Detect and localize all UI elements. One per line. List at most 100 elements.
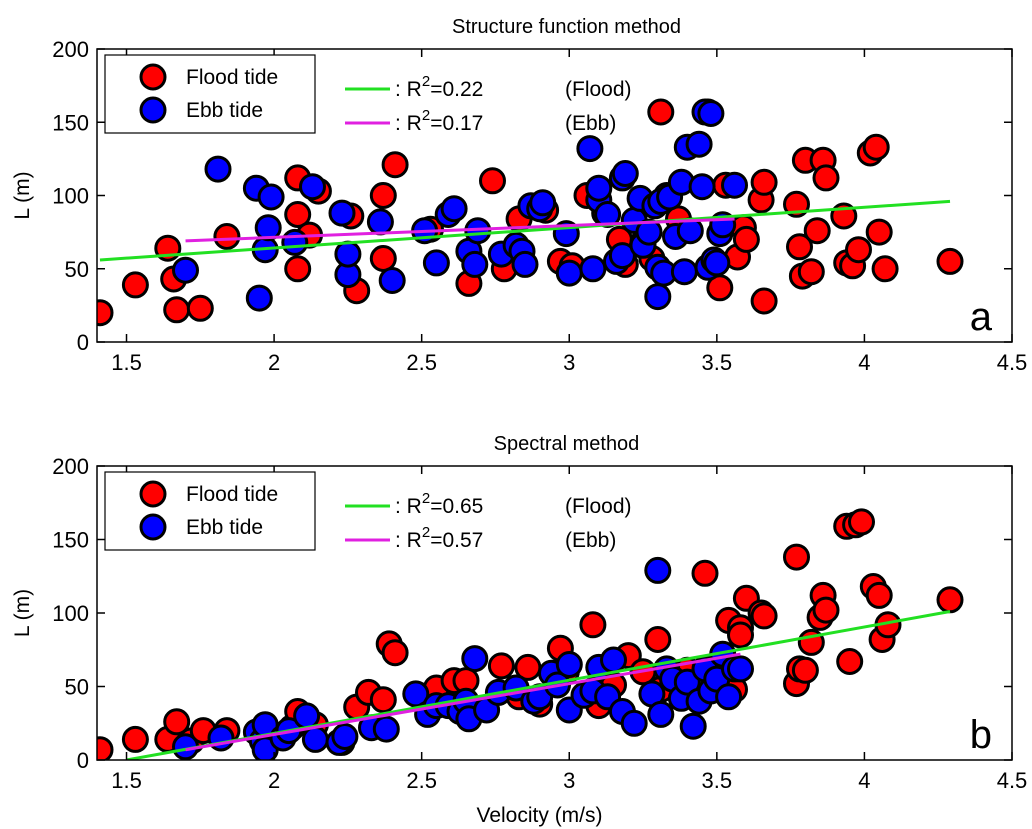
legend-flood-marker xyxy=(139,480,167,508)
flood-point xyxy=(786,233,813,261)
flood-point xyxy=(163,708,191,736)
flood-point xyxy=(936,247,964,275)
x-tick-label: 4.5 xyxy=(997,768,1028,793)
y-tick-label: 200 xyxy=(52,37,89,62)
flood-point xyxy=(848,508,875,536)
x-tick-label: 2.5 xyxy=(406,350,437,375)
fit-legend-label: : R2=0.65 (Flood) xyxy=(395,490,632,518)
flood-point xyxy=(579,611,607,639)
ebb-point xyxy=(703,249,731,277)
x-tick-label: 1.5 xyxy=(111,768,142,793)
flood-point xyxy=(186,294,214,322)
flood-point xyxy=(487,652,515,680)
ebb-point xyxy=(679,712,707,740)
x-tick-label: 2.5 xyxy=(406,768,437,793)
ebb-point xyxy=(254,214,282,242)
flood-point xyxy=(862,133,890,161)
legend-ebb-marker xyxy=(139,96,167,124)
flood-point xyxy=(732,225,760,253)
ebb-point xyxy=(422,249,450,277)
ebb-point xyxy=(328,199,356,227)
flood-point xyxy=(865,218,893,246)
fit-legend-label: : R2=0.57 (Ebb) xyxy=(395,524,616,552)
flood-point xyxy=(750,602,778,630)
flood-point xyxy=(691,559,719,587)
ebb-point xyxy=(293,702,321,730)
flood-point xyxy=(97,299,114,327)
ebb-point xyxy=(644,283,672,311)
flood-point xyxy=(936,586,964,614)
legend-flood-marker xyxy=(139,63,167,91)
ebb-point xyxy=(461,250,489,278)
y-tick-label: 100 xyxy=(52,601,89,626)
flood-point xyxy=(845,236,872,264)
legend-ebb-marker xyxy=(139,513,167,541)
flood-point xyxy=(797,258,825,286)
flood-point xyxy=(783,543,810,571)
ebb-point xyxy=(688,173,716,201)
ebb-point xyxy=(372,715,400,743)
ebb-point xyxy=(594,201,622,228)
ebb-point xyxy=(647,700,675,728)
ebb-point xyxy=(576,135,604,163)
x-tick-label: 2 xyxy=(268,350,280,375)
y-axis-label: L (m) xyxy=(11,589,34,637)
x-tick-label: 2 xyxy=(268,768,280,793)
ebb-point xyxy=(673,668,701,696)
ebb-point xyxy=(670,258,698,286)
flood-point xyxy=(213,223,241,250)
flood-point xyxy=(479,167,506,195)
ebb-point xyxy=(721,171,748,199)
ebb-point xyxy=(366,208,394,236)
ebb-point xyxy=(644,556,672,584)
flood-point xyxy=(121,725,149,753)
scatter-points xyxy=(97,98,964,327)
fit-legend-label: : R2=0.22 (Flood) xyxy=(395,73,632,101)
fit-legend-label: : R2=0.17 (Ebb) xyxy=(395,107,616,135)
ebb-point xyxy=(685,130,713,158)
ebb-fit-line xyxy=(185,652,741,752)
ebb-point xyxy=(620,709,648,737)
flood-point xyxy=(871,255,899,283)
panel-b: Spectral method L (m) Velocity (m/s) 1.5 2 2.… xyxy=(11,433,1027,827)
flood-point xyxy=(812,596,840,624)
flood-point xyxy=(284,201,312,228)
y-tick-label: 0 xyxy=(77,330,89,355)
ebb-point xyxy=(281,228,309,256)
legend-label: Flood tide xyxy=(186,483,278,506)
x-tick-label: 3.5 xyxy=(702,350,733,375)
y-axis-label: L (m) xyxy=(11,171,34,219)
ebb-point xyxy=(600,646,627,674)
flood-point xyxy=(750,287,778,315)
ebb-point xyxy=(585,174,613,202)
legend-label: Ebb tide xyxy=(186,516,263,539)
x-tick-label: 1.5 xyxy=(111,350,142,375)
flood-point xyxy=(644,626,672,653)
ebb-point xyxy=(204,155,232,183)
x-tick-label: 4 xyxy=(858,768,870,793)
ebb-point xyxy=(257,183,285,211)
x-tick-label: 3 xyxy=(563,350,575,375)
ebb-point xyxy=(402,680,430,708)
y-tick-label: 200 xyxy=(52,454,89,479)
ebb-point xyxy=(715,683,743,711)
legend-label: Flood tide xyxy=(186,66,278,89)
y-tick-label: 100 xyxy=(52,184,89,209)
flood-fit-line xyxy=(99,199,951,262)
legend: Flood tide Ebb tide xyxy=(104,471,316,551)
x-tick-label: 3.5 xyxy=(702,768,733,793)
ebb-point xyxy=(378,267,406,294)
flood-point xyxy=(865,581,893,609)
flood-point xyxy=(284,255,312,283)
ebb-point xyxy=(529,189,557,217)
flood-point xyxy=(381,639,409,667)
chart-title: Structure function method xyxy=(452,16,681,38)
y-tick-label: 0 xyxy=(77,748,89,773)
chart-title: Spectral method xyxy=(494,433,640,455)
panel-letter: b xyxy=(970,713,992,757)
y-tick-label: 150 xyxy=(52,110,89,135)
y-tick-label: 50 xyxy=(65,257,89,282)
flood-point xyxy=(727,621,754,649)
flood-point xyxy=(647,98,675,126)
